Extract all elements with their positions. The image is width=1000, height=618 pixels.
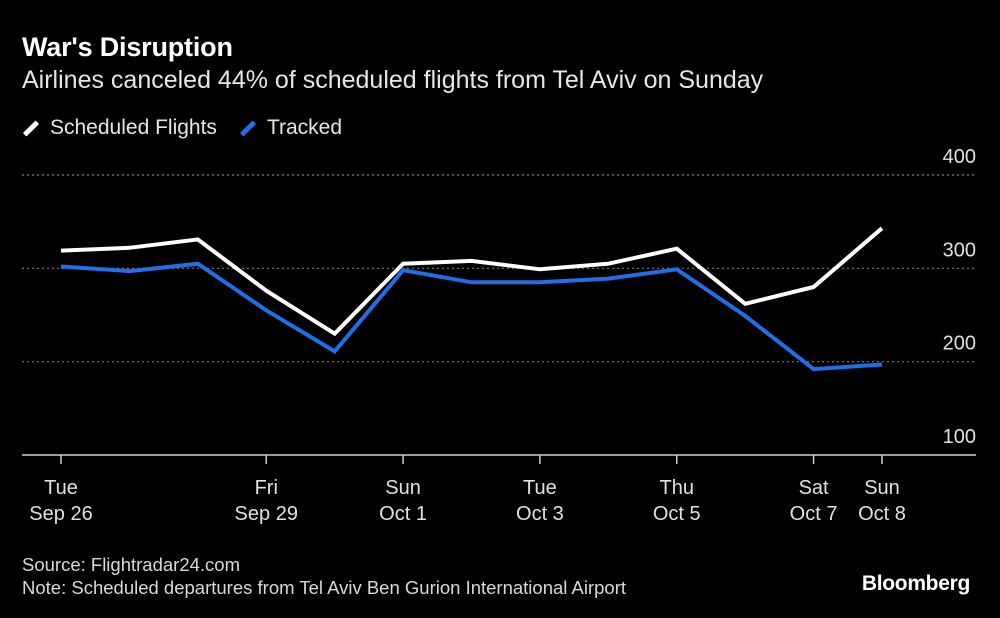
legend-item-tracked: Tracked [239, 116, 342, 140]
x-tick-label-date: Oct 1 [379, 503, 427, 525]
y-tick-label-400: 400 [943, 146, 976, 168]
chart-title: War's Disruption [22, 32, 233, 62]
x-tick-label-date: Oct 5 [653, 503, 701, 525]
legend-label-scheduled: Scheduled Flights [50, 116, 217, 139]
y-tick-label-200: 200 [943, 333, 976, 355]
footnote: Note: Scheduled departures from Tel Aviv… [22, 577, 626, 598]
x-tick-label-date: Oct 7 [790, 503, 838, 525]
x-tick-label-weekday: Sun [864, 477, 900, 499]
series-line-scheduled-flights [60, 226, 884, 337]
x-tick-label-weekday: Tue [44, 477, 78, 499]
x-tick-label-date: Sep 26 [29, 503, 92, 525]
chart-subtitle: Airlines canceled 44% of scheduled fligh… [22, 66, 764, 94]
legend-label-tracked: Tracked [266, 116, 343, 139]
bloomberg-logo: Bloomberg [861, 572, 970, 595]
x-tick-label-weekday: Fri [255, 477, 278, 499]
source-note: Source: Flightradar24.com [22, 554, 240, 575]
legend-item-scheduled: Scheduled Flights [22, 116, 217, 140]
x-tick-label-weekday: Tue [523, 477, 557, 499]
x-tick-label-date: Sep 29 [235, 503, 298, 525]
x-tick-label-weekday: Sat [799, 477, 829, 499]
legend: Scheduled Flights Tracked [22, 116, 364, 140]
x-tick-label-date: Oct 3 [516, 503, 564, 525]
y-tick-label-300: 300 [943, 239, 976, 261]
x-tick-label-weekday: Thu [660, 477, 694, 499]
x-tick-label-date: Oct 8 [858, 503, 906, 525]
y-tick-label-100: 100 [943, 426, 976, 448]
series-line-tracked [60, 261, 883, 372]
x-tick-label-weekday: Sun [385, 477, 421, 499]
